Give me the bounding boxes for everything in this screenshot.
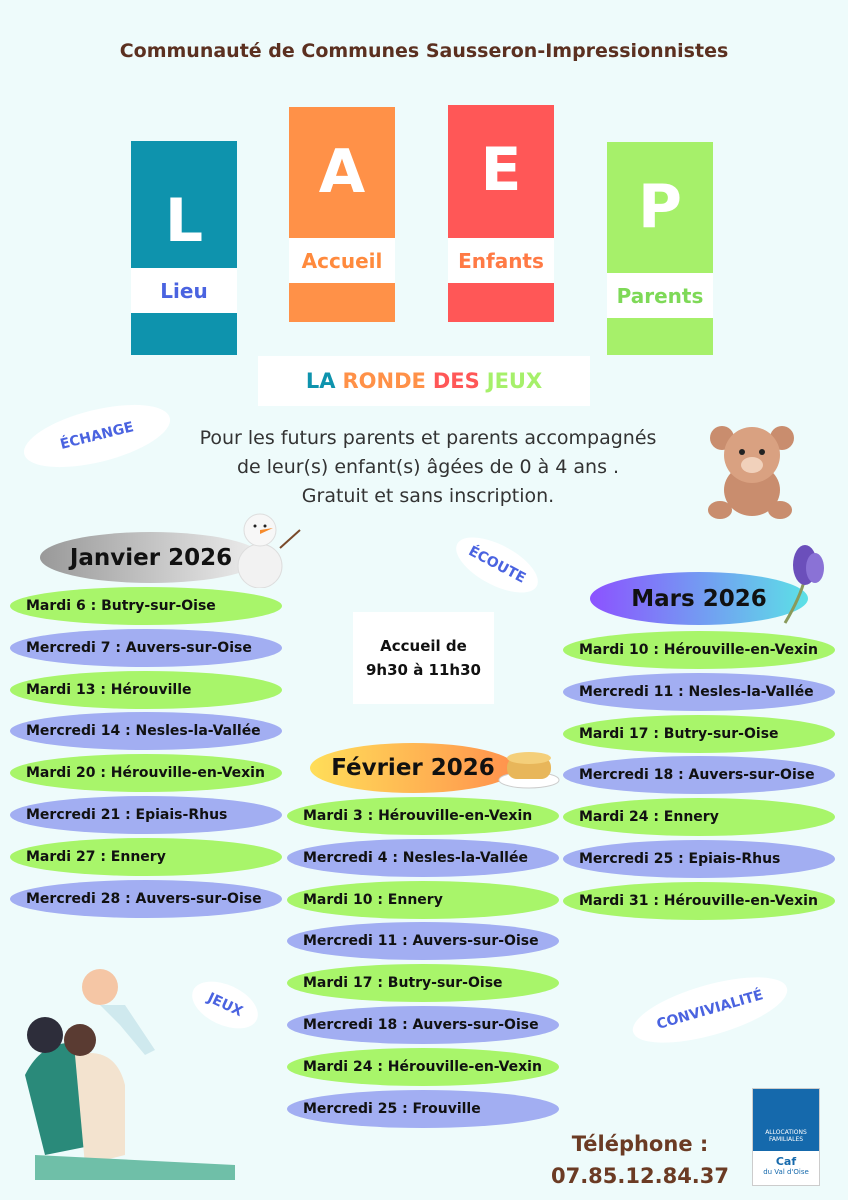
mars-session-item: Mercredi 11 : Nesles-la-Vallée [563,672,835,711]
hours-line: Accueil de [380,637,467,655]
letter-l: L [164,186,204,256]
letter-p: P [638,172,682,242]
mars-session-item: Mercredi 25 : Epiais-Rhus [563,840,835,878]
caf-line: FAMILIALES [768,1136,804,1143]
label-enfants: Enfants [448,238,554,283]
crepes-icon [498,752,560,789]
caf-region: du Val d'Oise [763,1168,809,1176]
fevrier-session-item: Mardi 24 : Hérouville-en-Vexin [287,1047,559,1086]
snowman-icon [237,513,301,588]
fevrier-session-item: Mercredi 4 : Nesles-la-Vallée [287,838,559,877]
block-enfants: E Enfants [448,105,554,322]
badge-convivialite: CONVIVIALITÉ [626,963,794,1057]
janvier-session-item: Mercredi 7 : Auvers-sur-Oise [10,628,282,667]
phone-label: Téléphone : [571,1132,709,1156]
block-lieu: L Lieu [131,141,237,355]
mars-session-item: Mardi 17 : Butry-sur-Oise [563,714,835,753]
mars-session-item: Mardi 10 : Hérouville-en-Vexin [563,631,835,669]
intro-text: Pour les futurs parents et parents accom… [100,424,756,511]
header-fevrier: Février 2026 [310,743,516,793]
janvier-session-item: Mardi 13 : Hérouville [10,670,282,709]
mars-session-item: Mardi 31 : Hérouville-en-Vexin [563,881,835,920]
fevrier-session-item: Mardi 3 : Hérouville-en-Vexin [287,797,559,835]
janvier-session-item: Mardi 27 : Ennery [10,837,282,876]
word-la: LA [305,369,336,393]
fevrier-session-item: Mercredi 25 : Frouville [287,1089,559,1128]
fevrier-session-item: Mardi 17 : Butry-sur-Oise [287,964,559,1003]
janvier-session-item: Mardi 20 : Hérouville-en-Vexin [10,754,282,793]
label-lieu: Lieu [131,268,237,313]
janvier-session-item: Mercredi 21 : Epiais-Rhus [10,796,282,834]
caf-logo: ALLOCATIONS FAMILIALES Caf du Val d'Oise [752,1088,820,1186]
letter-a: A [318,137,366,207]
mars-session-item: Mercredi 18 : Auvers-sur-Oise [563,756,835,795]
word-des: DES [432,369,480,393]
hours-box: Accueil de 9h30 à 11h30 [353,612,494,704]
header-mars: Mars 2026 [590,572,808,625]
block-parents: P Parents [607,142,713,355]
teddy-bear-icon [708,426,794,519]
badge-ecoute: ÉCOUTE [447,526,547,604]
phone-info: Téléphone : 07.85.12.84.37 [545,1128,735,1192]
intro-line: Gratuit et sans inscription. [301,485,555,507]
label-accueil: Accueil [289,238,395,283]
janvier-session-item: Mercredi 14 : Nesles-la-Vallée [10,712,282,751]
hours-line: 9h30 à 11h30 [366,661,481,679]
word-ronde: RONDE [342,369,426,393]
header-janvier: Janvier 2026 [40,532,262,583]
intro-line: Pour les futurs parents et parents accom… [199,427,657,449]
phone-number[interactable]: 07.85.12.84.37 [550,1164,730,1188]
word-jeux: JEUX [486,369,543,393]
janvier-session-item: Mardi 6 : Butry-sur-Oise [10,587,282,625]
intro-line: de leur(s) enfant(s) âgées de 0 à 4 ans … [236,456,620,478]
crocus-flower-icon [783,545,824,624]
fevrier-session-item: Mardi 10 : Ennery [287,880,559,919]
caf-name: Caf [775,1155,797,1168]
fevrier-session-item: Mercredi 18 : Auvers-sur-Oise [287,1006,559,1044]
block-accueil: A Accueil [289,107,395,322]
family-illustration [25,969,235,1180]
janvier-session-item: Mercredi 28 : Auvers-sur-Oise [10,879,282,918]
label-parents: Parents [607,273,713,318]
letter-e: E [480,135,522,205]
mars-session-item: Mardi 24 : Ennery [563,798,835,837]
subtitle-ronde-des-jeux: LA RONDE DES JEUX [258,356,590,406]
page-title: Communauté de Communes Sausseron-Impress… [119,40,729,62]
caf-line: ALLOCATIONS [765,1129,807,1136]
fevrier-session-item: Mercredi 11 : Auvers-sur-Oise [287,922,559,961]
